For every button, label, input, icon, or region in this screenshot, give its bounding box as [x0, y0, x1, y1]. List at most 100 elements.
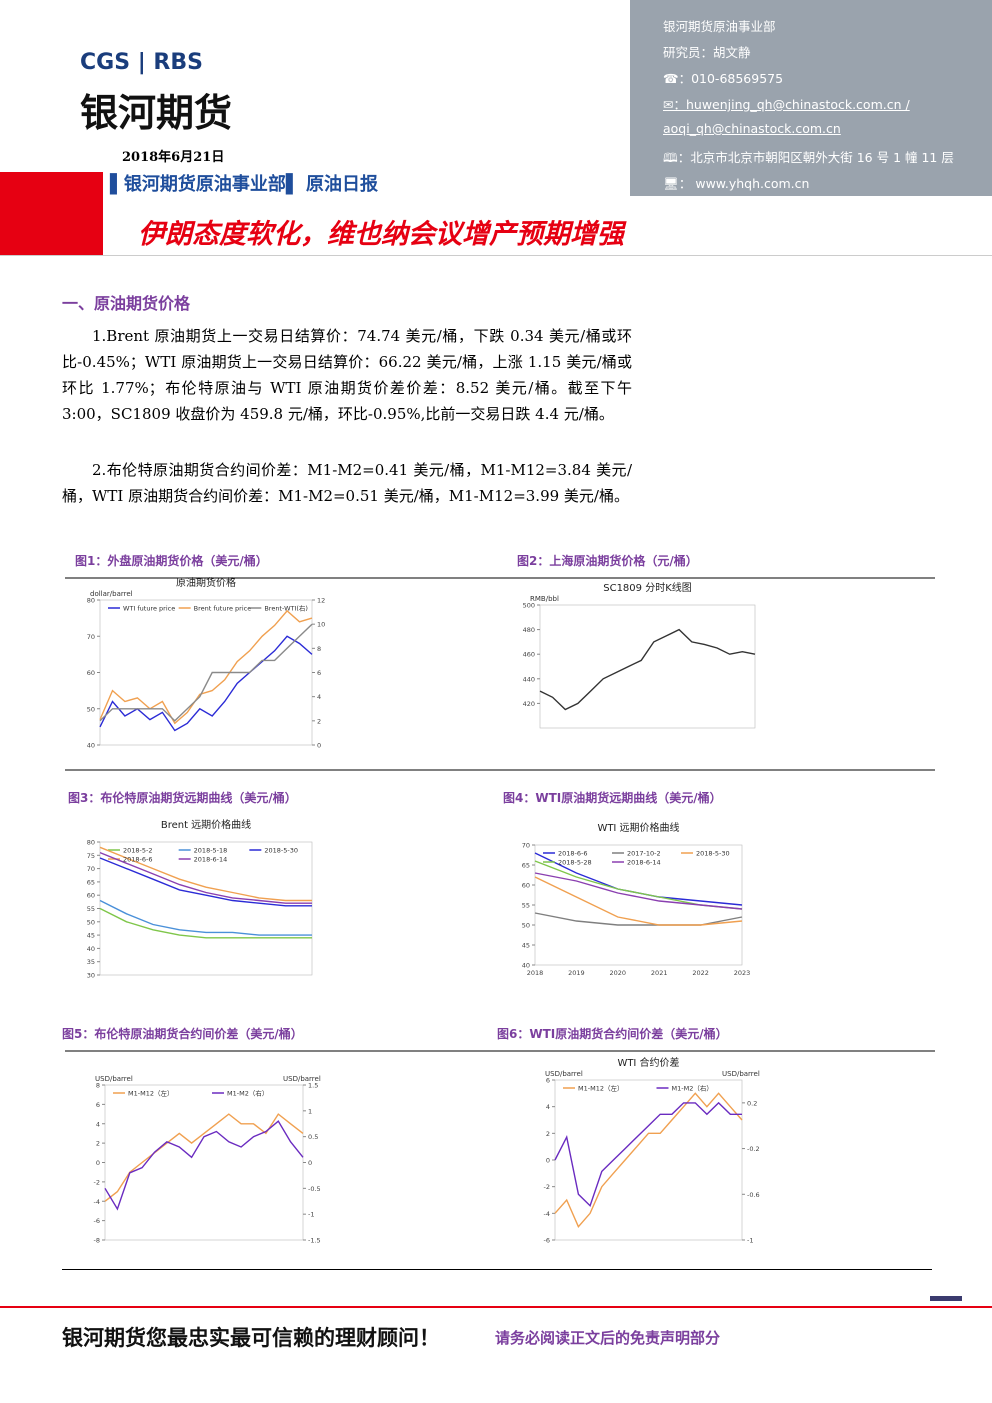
y2-axis-label: USD/barrel [722, 1070, 760, 1078]
page-mark [930, 1296, 962, 1301]
y-tick-label: 8 [96, 1082, 100, 1090]
series-line [534, 912, 743, 926]
series-line [104, 1113, 304, 1202]
y2-tick-label: 0 [308, 1159, 312, 1167]
legend-label: 2018-5-30 [264, 847, 298, 855]
y2-tick-label: 2 [317, 717, 321, 725]
y2-tick-label: 4 [317, 693, 321, 701]
section-heading: 一、原油期货价格 [62, 294, 191, 313]
y-tick-label: 40 [87, 742, 95, 750]
series-line [99, 857, 312, 907]
y-tick-label: 40 [87, 945, 95, 953]
figure-caption: 图3：布伦特原油期货远期曲线（美元/桶） [68, 790, 297, 805]
plot-frame [554, 1079, 743, 1241]
y-axis-label: dollar/barrel [90, 590, 133, 598]
y-tick-label: -6 [94, 1217, 100, 1225]
series-line [99, 846, 312, 902]
series-line [534, 872, 743, 910]
y-tick-label: 6 [546, 1077, 550, 1085]
y-tick-label: 50 [87, 705, 95, 713]
chart-title: WTI 合约价差 [617, 1056, 679, 1069]
y-tick-label: 70 [87, 633, 95, 641]
y-tick-label: -4 [94, 1198, 100, 1206]
y-tick-label: -8 [94, 1237, 100, 1245]
email: aoqi_qh@chinastock.com.cn [663, 121, 841, 136]
y-tick-label: 55 [522, 902, 530, 910]
y-tick-label: 4 [546, 1103, 550, 1111]
phone: ☎：010-68569575 [663, 71, 784, 86]
series-line [99, 907, 312, 939]
chart-title: SC1809 分时K线图 [603, 581, 692, 594]
disclaimer: 请务必阅读正文后的免责声明部分 [495, 1329, 721, 1347]
chart-title: Brent 远期价格曲线 [161, 818, 251, 831]
y2-tick-label: 1 [308, 1107, 312, 1115]
legend-label: 2018-5-28 [558, 859, 592, 867]
plot-frame [99, 599, 313, 746]
x-tick-label: 2018 [527, 969, 544, 977]
footer-rule [0, 1306, 992, 1308]
bottom-rule [62, 1269, 932, 1270]
y-tick-label: 420 [523, 700, 535, 708]
y-tick-label: 6 [96, 1101, 100, 1109]
series-line [539, 628, 756, 711]
y-tick-label: 70 [522, 842, 530, 850]
y-tick-label: 65 [522, 862, 530, 870]
y-tick-label: 80 [87, 597, 95, 605]
series-line [99, 609, 313, 725]
y-tick-label: 30 [87, 972, 95, 980]
x-tick-label: 2023 [734, 969, 751, 977]
y-tick-label: 460 [523, 651, 535, 659]
figure-caption: 图4：WTI原油期货远期曲线（美元/桶） [503, 790, 722, 805]
legend-label: 2017-10-2 [627, 850, 661, 858]
figure-caption: 图1：外盘原油期货价格（美元/桶） [75, 553, 268, 568]
logo-cn: 银河期货 [80, 91, 233, 135]
legend-label: 2018-6-14 [627, 859, 661, 867]
plot-frame [539, 604, 756, 729]
series-line [554, 1101, 742, 1207]
y2-tick-label: 6 [317, 669, 321, 677]
y-tick-label: 0 [546, 1157, 550, 1165]
y-tick-label: 45 [87, 932, 95, 940]
contact-box: 银河期货原油事业部 研究员：胡文静 ☎：010-68569575 ✉：huwen… [630, 0, 992, 196]
legend-label: Brent-WTI(右) [264, 604, 308, 613]
legend-label: 2018-6-6 [558, 850, 588, 858]
paragraph: 2.布伦特原油期货合约间价差：M1-M2=0.41 美元/桶，M1-M12=3.… [62, 461, 632, 505]
legend-label: Brent future price [194, 605, 252, 613]
red-block [0, 172, 103, 255]
legend-label: M1-M2（右） [227, 1089, 268, 1098]
y-tick-label: 70 [87, 865, 95, 873]
y-tick-label: 50 [522, 922, 530, 930]
series-line [99, 635, 313, 732]
researcher: 研究员：胡文静 [663, 45, 751, 60]
y-tick-label: -4 [544, 1210, 550, 1218]
y-tick-label: 60 [87, 892, 95, 900]
legend-label: M1-M2（右） [672, 1084, 713, 1093]
x-tick-label: 2022 [692, 969, 709, 977]
chart-title: WTI 远期价格曲线 [597, 821, 679, 834]
email: ✉：huwenjing_qh@chinastock.com.cn / [663, 97, 910, 112]
y-tick-label: 480 [523, 626, 535, 634]
y-tick-label: 60 [87, 669, 95, 677]
legend-label: 2018-6-6 [123, 856, 153, 864]
x-tick-label: 2021 [651, 969, 668, 977]
series-line [99, 623, 313, 722]
series-line [534, 876, 743, 926]
y-tick-label: 4 [96, 1120, 100, 1128]
y-tick-label: 35 [87, 958, 95, 966]
y2-tick-label: 8 [317, 645, 321, 653]
y-tick-label: 0 [96, 1159, 100, 1167]
legend-label: 2018-6-14 [194, 856, 228, 864]
y2-axis-label: USD/barrel [283, 1075, 321, 1083]
y2-tick-label: 10 [317, 621, 325, 629]
figure-caption: 图6：WTI原油期货合约间价差（美元/桶） [497, 1026, 728, 1041]
y2-tick-label: -0.2 [747, 1145, 760, 1153]
legend-label: 2018-5-30 [696, 850, 730, 858]
y-tick-label: 2 [96, 1140, 100, 1148]
legend-label: WTI future price [123, 605, 175, 613]
legend-label: M1-M12（左） [578, 1084, 623, 1093]
y-tick-label: 2 [546, 1130, 550, 1138]
y2-tick-label: 12 [317, 597, 325, 605]
y-tick-label: 60 [522, 882, 530, 890]
